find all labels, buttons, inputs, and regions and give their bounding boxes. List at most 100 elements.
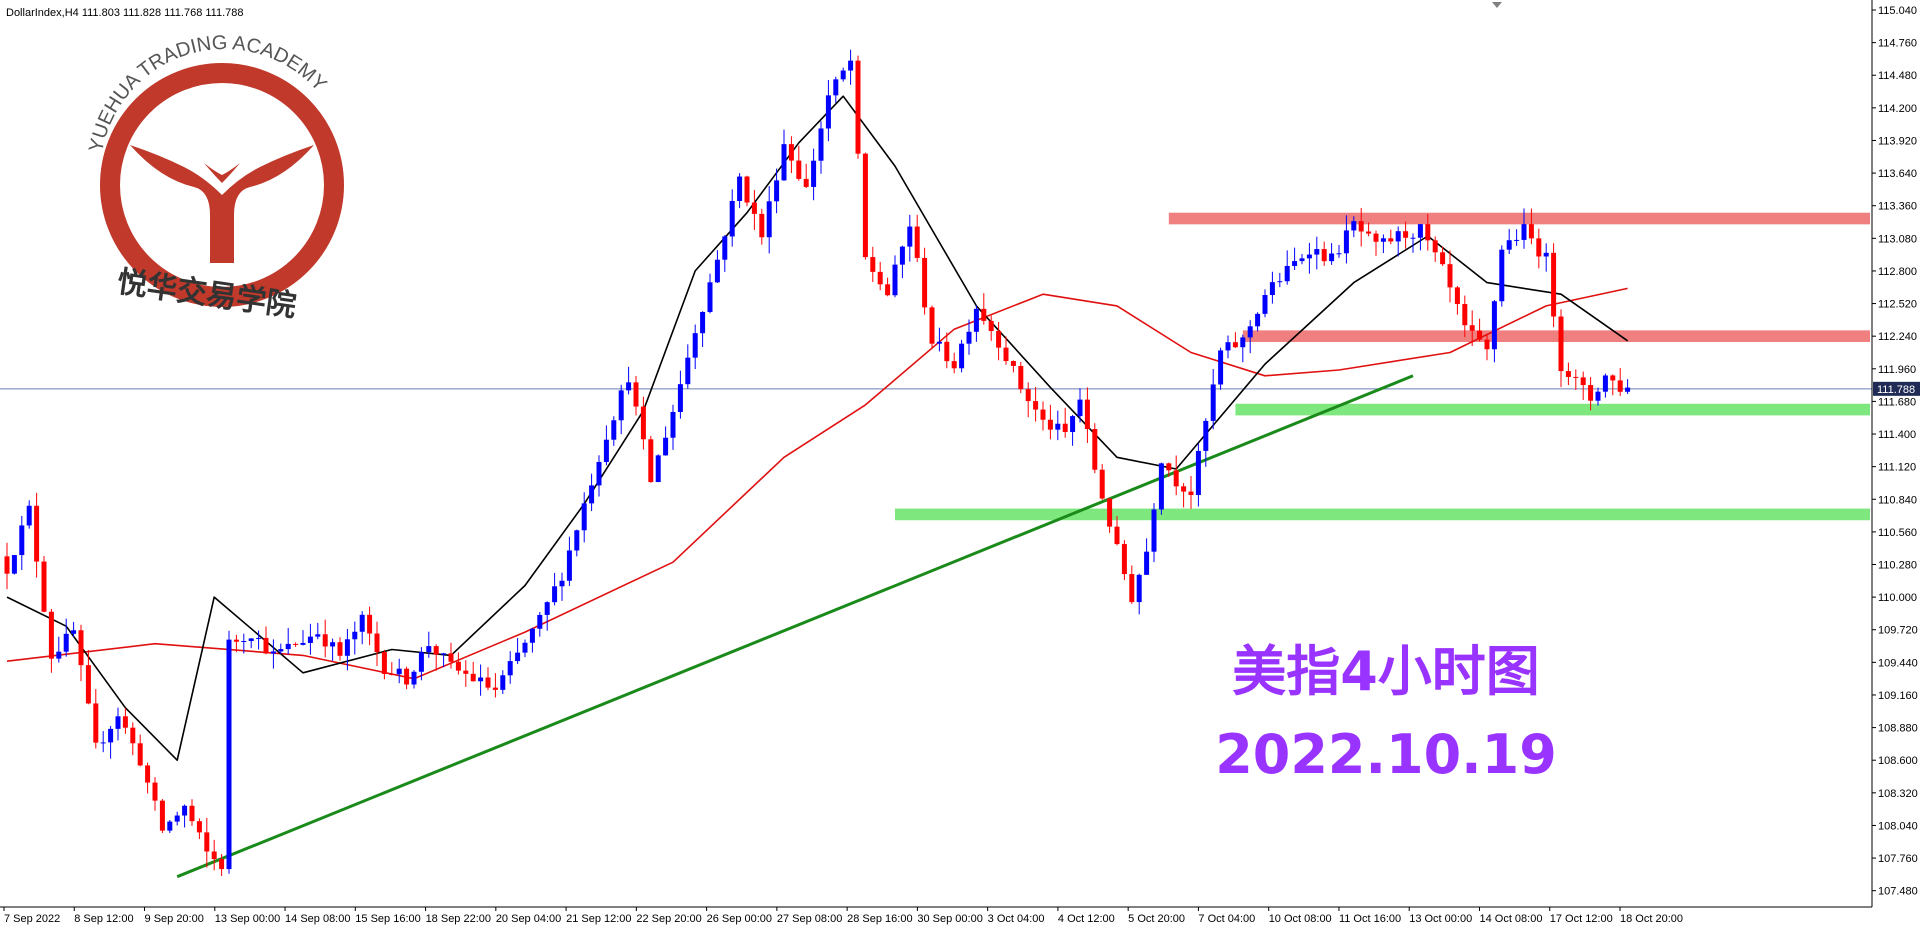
candle-body — [19, 525, 25, 556]
candle-body — [1269, 282, 1275, 296]
candle-body — [389, 673, 395, 675]
price-axis[interactable]: 115.040 114.760 114.480 114.200 113.920 113.6… — [1872, 5, 1920, 898]
candle-body — [515, 652, 521, 662]
candle-body — [337, 642, 343, 656]
candle-body — [574, 530, 580, 551]
resistance-zone[interactable] — [1242, 330, 1870, 343]
support-zone[interactable] — [895, 508, 1870, 521]
annotation-title: 美指4小时图 — [1232, 640, 1540, 703]
price-tick-label: 112.520 — [1878, 299, 1917, 311]
candle-body — [204, 832, 210, 852]
plot-area — [0, 212, 1872, 521]
candle-body — [122, 716, 128, 728]
candle-body — [48, 611, 54, 659]
candle-body — [315, 634, 321, 637]
time-tick-label: 14 Sep 08:00 — [285, 913, 350, 925]
time-tick-label: 21 Sep 12:00 — [566, 913, 631, 925]
slow-moving-average-line — [6, 287, 1628, 680]
candle-body — [803, 178, 809, 187]
candle-body — [862, 153, 868, 258]
candle-body — [330, 642, 336, 647]
candle-body — [1417, 224, 1423, 238]
candle-body — [1277, 281, 1283, 283]
candle-body — [936, 341, 942, 344]
candle-body — [655, 455, 661, 483]
candle-body — [1025, 389, 1031, 402]
price-tick-label: 110.560 — [1878, 527, 1917, 539]
candle-body — [1144, 551, 1150, 575]
candle-body — [1225, 342, 1231, 351]
candle-body — [626, 382, 632, 391]
annotation-date: 2022.10.19 — [1215, 723, 1557, 786]
candle-body — [1521, 224, 1527, 240]
candle-body — [981, 308, 987, 321]
price-tick-label: 112.800 — [1878, 266, 1917, 278]
candle-body — [914, 226, 920, 258]
time-tick-label: 4 Oct 12:00 — [1058, 913, 1115, 925]
time-tick-label: 5 Oct 20:00 — [1128, 913, 1185, 925]
candle-body — [293, 643, 299, 645]
price-tick-label: 108.040 — [1878, 820, 1918, 832]
price-tick-label: 109.160 — [1878, 690, 1918, 702]
candle-body — [241, 641, 247, 643]
candle-body — [633, 382, 639, 407]
candle-body — [1617, 380, 1623, 392]
time-tick-label: 15 Sep 16:00 — [355, 913, 420, 925]
candle-body — [670, 411, 676, 438]
candle-body — [922, 257, 928, 308]
candle-body — [1469, 325, 1475, 331]
candle-body — [1395, 231, 1401, 242]
time-tick-label: 20 Sep 04:00 — [496, 913, 561, 925]
candle-body — [374, 633, 380, 653]
candle-body — [93, 703, 99, 743]
price-tick-label: 115.040 — [1878, 5, 1917, 17]
candle-body — [1173, 470, 1179, 487]
candle-body — [78, 630, 84, 666]
candle-body — [1292, 261, 1298, 266]
candle-body — [85, 665, 91, 704]
candle-body — [1299, 258, 1305, 262]
candle-body — [500, 675, 506, 690]
overlay-lines — [6, 95, 1629, 879]
price-tick-label: 110.280 — [1878, 560, 1917, 572]
candle-body — [766, 201, 772, 238]
candle-body — [1003, 347, 1009, 362]
candle-body — [1151, 509, 1157, 552]
candle-body — [1092, 429, 1098, 470]
price-tick-label: 114.760 — [1878, 38, 1917, 50]
price-tick-label: 111.120 — [1878, 462, 1916, 474]
candle-body — [189, 805, 195, 822]
candle-body — [182, 805, 188, 816]
candle-body — [618, 390, 624, 421]
candle-body — [233, 639, 239, 642]
candle-body — [966, 331, 972, 344]
candle-body — [951, 361, 957, 369]
candle-body — [825, 95, 831, 129]
candle-body — [737, 176, 743, 201]
candle-body — [63, 633, 69, 652]
scroll-shift-marker[interactable] — [1492, 2, 1502, 8]
candle-body — [1565, 371, 1571, 377]
time-tick-label: 30 Sep 00:00 — [917, 913, 982, 925]
resistance-zone[interactable] — [1168, 212, 1870, 225]
candle-body — [774, 180, 780, 202]
candle-body — [1158, 463, 1164, 510]
uptrend-line[interactable] — [176, 374, 1414, 879]
candle-body — [470, 673, 476, 682]
time-tick-label: 22 Sep 20:00 — [636, 913, 701, 925]
candle-body — [492, 687, 498, 690]
candle-body — [1195, 450, 1201, 496]
candle-body — [396, 668, 402, 675]
candle-body — [603, 439, 609, 462]
candle-body — [996, 330, 1002, 348]
candle-body — [1077, 399, 1083, 417]
price-tick-label: 108.320 — [1878, 788, 1918, 800]
candle-body — [529, 628, 535, 643]
time-tick-label: 28 Sep 16:00 — [847, 913, 912, 925]
time-tick-label: 18 Oct 20:00 — [1620, 913, 1683, 925]
candle-body — [848, 60, 854, 71]
support-zone[interactable] — [1235, 403, 1870, 416]
time-axis[interactable]: 7 Sep 2022 8 Sep 12:00 9 Sep 20:00 13 Sep 0… — [3, 907, 1683, 925]
candle-body — [855, 60, 861, 154]
